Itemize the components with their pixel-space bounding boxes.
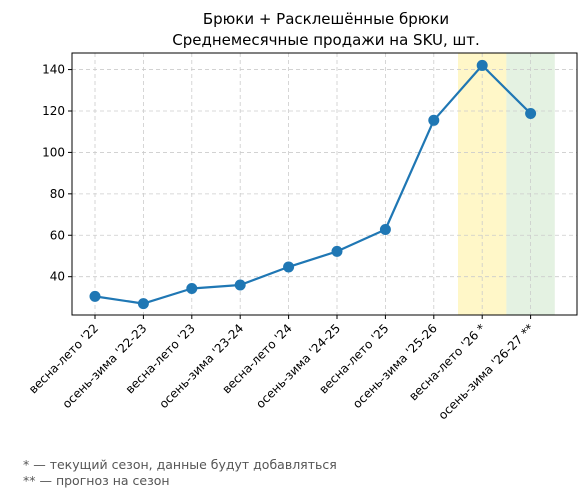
x-tick-label: осень-зима '25-26 (350, 321, 440, 411)
y-tick-label: 120 (42, 104, 65, 118)
y-tick-label: 60 (50, 228, 65, 242)
x-tick-label: осень-зима '26-27 ** (436, 321, 537, 422)
y-tick-label: 140 (42, 63, 65, 77)
footnote-current-season: * — текущий сезон, данные будут добавлят… (23, 457, 337, 472)
data-point (525, 107, 537, 119)
series-revenue (89, 59, 537, 310)
data-point (283, 261, 295, 273)
y-tick-label: 100 (42, 145, 65, 159)
highlight-bands (458, 53, 555, 315)
grid (72, 53, 577, 315)
data-point (137, 298, 149, 310)
highlight-band (506, 53, 555, 315)
data-point (428, 114, 440, 126)
data-point (186, 282, 198, 294)
y-tick-label: 40 (50, 270, 65, 284)
y-tick-label: 80 (50, 187, 65, 201)
data-point (379, 223, 391, 235)
data-point (331, 245, 343, 257)
x-tick-label: осень-зима '24-25 (253, 321, 343, 411)
x-tick-label: осень-зима '23-24 (156, 321, 246, 411)
series-line (94, 64, 532, 305)
plot-frame (71, 52, 578, 316)
footnote-forecast: ** — прогноз на сезон (23, 473, 170, 488)
highlight-band (458, 53, 507, 315)
data-point (234, 279, 246, 291)
chart-title-line-2: Среднемесячные продажи на SKU, шт. (172, 31, 480, 49)
x-tick-label: осень-зима '22-23 (60, 321, 150, 411)
data-point (89, 290, 101, 302)
data-point (476, 59, 488, 71)
chart-title-line-1: Брюки + Расклешённые брюки (203, 10, 449, 28)
